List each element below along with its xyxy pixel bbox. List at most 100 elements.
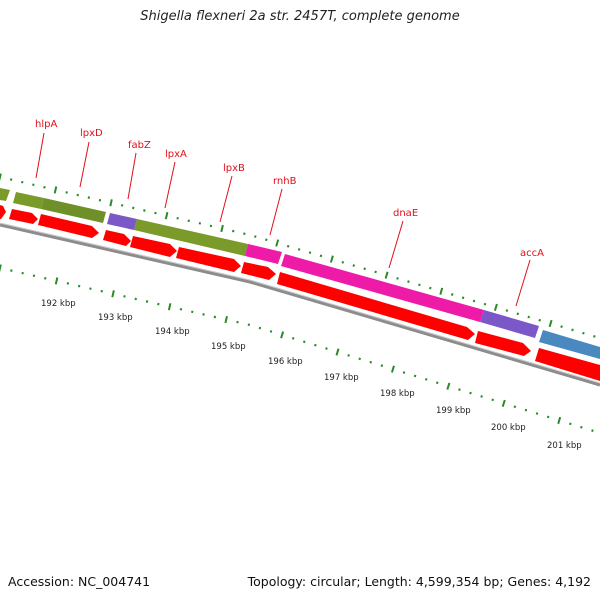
minor-tick xyxy=(472,299,476,303)
cds-arrow[interactable] xyxy=(130,236,177,257)
minor-tick xyxy=(319,254,323,258)
minor-tick xyxy=(65,191,68,194)
minor-tick xyxy=(591,429,594,433)
minor-tick xyxy=(469,391,472,395)
outer-tick-track xyxy=(0,173,596,338)
ruler-label: 196 kbp xyxy=(268,357,303,367)
minor-tick xyxy=(580,425,583,429)
major-tick xyxy=(548,319,553,328)
ruler-label: 199 kbp xyxy=(436,406,471,416)
feature-segment-magenta[interactable] xyxy=(281,254,484,322)
backbone-line xyxy=(0,223,600,387)
minor-tick xyxy=(535,412,539,415)
cds-arrow[interactable] xyxy=(277,272,475,340)
minor-tick xyxy=(258,326,262,330)
feature-segment-magenta[interactable] xyxy=(245,244,282,264)
minor-tick xyxy=(314,343,317,347)
cds-arrow[interactable] xyxy=(103,230,131,246)
minor-tick xyxy=(461,296,465,300)
feature-segment-purple[interactable] xyxy=(480,310,539,338)
minor-tick xyxy=(571,328,574,332)
minor-tick xyxy=(297,248,301,251)
minor-tick xyxy=(232,229,235,233)
minor-tick xyxy=(132,206,135,210)
major-tick xyxy=(493,303,498,311)
minor-tick xyxy=(352,264,356,267)
gene-label-rnhB[interactable]: rnhB xyxy=(273,176,297,187)
major-tick xyxy=(275,239,280,247)
major-tick xyxy=(446,382,451,390)
cds-arrow[interactable] xyxy=(38,214,99,238)
map-title: Shigella flexneri 2a str. 2457T, complet… xyxy=(140,9,460,24)
minor-tick xyxy=(491,398,494,402)
minor-tick xyxy=(418,283,421,287)
cds-arrow[interactable] xyxy=(0,205,6,219)
minor-tick xyxy=(524,408,528,412)
backbone xyxy=(0,222,600,387)
major-tick xyxy=(557,416,562,425)
feature-segment-blue[interactable] xyxy=(539,330,600,359)
feature-track xyxy=(0,188,600,359)
minor-tick xyxy=(187,219,190,223)
feature-segment-green[interactable] xyxy=(41,198,106,223)
gene-leader-line xyxy=(127,152,137,200)
gene-label-lpxD[interactable]: lpxD xyxy=(80,128,103,139)
major-tick xyxy=(164,211,169,220)
minor-tick xyxy=(143,209,146,212)
major-tick xyxy=(0,264,2,272)
genome-summary-text: Topology: circular; Length: 4,599,354 bp… xyxy=(247,574,591,589)
minor-tick xyxy=(308,251,312,254)
minor-tick xyxy=(100,289,103,293)
gene-label-dnaE[interactable]: dnaE xyxy=(393,208,418,219)
feature-segment-purple[interactable] xyxy=(107,213,137,230)
minor-tick xyxy=(123,295,126,298)
ruler-tick-track xyxy=(0,264,594,433)
minor-tick xyxy=(302,340,306,344)
minor-tick xyxy=(582,331,585,335)
gene-leader-line xyxy=(269,188,283,236)
major-tick xyxy=(224,315,228,324)
minor-tick xyxy=(358,357,361,361)
minor-tick xyxy=(32,183,35,187)
feature-segment-green[interactable] xyxy=(0,188,10,201)
cds-track xyxy=(0,205,600,381)
gene-label-accA[interactable]: accA xyxy=(520,248,544,259)
minor-tick xyxy=(32,274,36,278)
cds-arrow[interactable] xyxy=(176,247,241,272)
minor-tick xyxy=(265,238,268,242)
cds-arrow[interactable] xyxy=(475,331,531,356)
gene-label-fabZ[interactable]: fabZ xyxy=(128,140,151,151)
cds-arrow[interactable] xyxy=(535,348,600,381)
minor-tick xyxy=(179,307,183,311)
minor-tick xyxy=(513,405,517,409)
minor-tick xyxy=(89,287,92,290)
gene-leader-line xyxy=(388,220,404,269)
major-tick xyxy=(335,348,340,356)
gene-leader-line xyxy=(515,259,531,307)
minor-tick xyxy=(191,310,194,314)
minor-tick xyxy=(347,354,350,357)
minor-tick xyxy=(243,232,246,236)
feature-segment-green[interactable] xyxy=(13,192,44,209)
minor-tick xyxy=(429,286,432,290)
gene-label-lpxA[interactable]: lpxA xyxy=(165,149,187,160)
minor-tick xyxy=(10,269,13,272)
feature-segment-green[interactable] xyxy=(134,219,248,256)
minor-tick xyxy=(380,364,384,368)
major-tick xyxy=(53,186,58,194)
cds-arrow[interactable] xyxy=(9,209,38,224)
minor-tick xyxy=(593,334,596,338)
gene-label-lpxB[interactable]: lpxB xyxy=(223,163,245,174)
minor-tick xyxy=(483,302,487,306)
gene-label-hlpA[interactable]: hlpA xyxy=(35,119,57,130)
major-tick xyxy=(384,271,389,279)
ruler-label: 197 kbp xyxy=(324,373,359,383)
major-tick xyxy=(390,365,395,373)
minor-tick xyxy=(134,297,137,301)
ruler-label: 200 kbp xyxy=(491,423,526,433)
minor-tick xyxy=(145,300,149,303)
cds-arrow[interactable] xyxy=(241,262,276,280)
minor-tick xyxy=(98,198,102,202)
minor-tick xyxy=(396,277,399,280)
minor-tick xyxy=(450,293,454,296)
